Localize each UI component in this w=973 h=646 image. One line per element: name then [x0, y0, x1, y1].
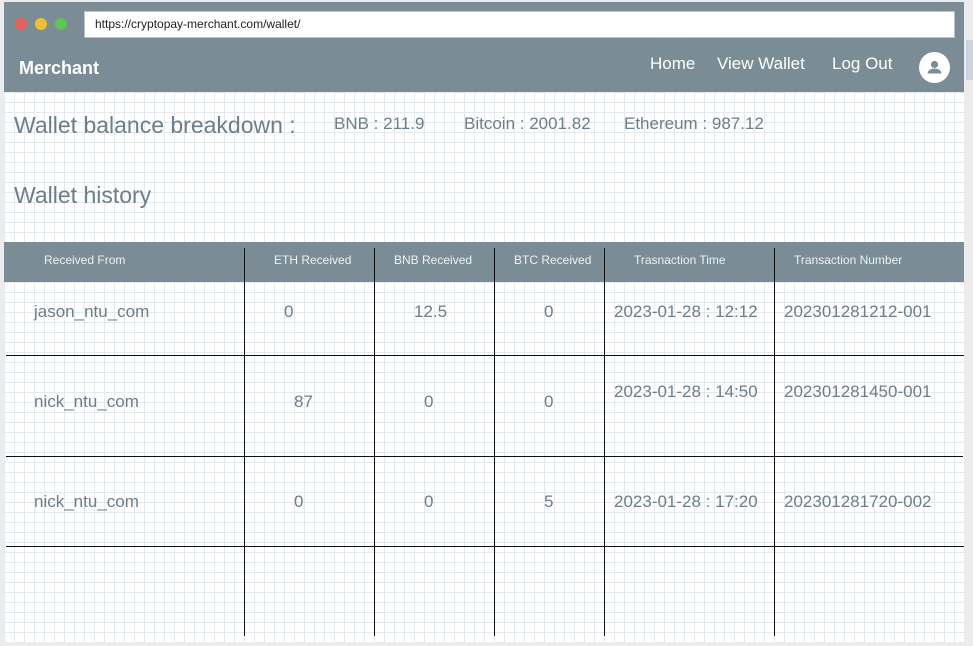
- table-divider: [494, 248, 495, 636]
- wallet-history-title: Wallet history: [14, 182, 152, 208]
- cell-bnb-received: 12.5: [414, 302, 448, 321]
- balance-ethereum: Ethereum : 987.12: [624, 114, 764, 133]
- column-header-received-from: Received From: [44, 253, 126, 267]
- column-header-transaction-time: Trasnaction Time: [634, 253, 726, 267]
- table-divider: [774, 248, 775, 636]
- nav-home-link[interactable]: Home: [650, 54, 696, 73]
- cell-transaction-number: 202301281212-001: [784, 302, 932, 321]
- column-header-eth-received: ETH Received: [274, 253, 352, 267]
- balance-bitcoin: Bitcoin : 2001.82: [464, 114, 591, 133]
- cell-btc-received: 0: [544, 302, 554, 321]
- history-table-header: Received From ETH Received BNB Received …: [4, 242, 964, 282]
- wallet-balance-title: Wallet balance breakdown :: [14, 112, 296, 138]
- cell-received-from: nick_ntu_com: [34, 392, 139, 411]
- cell-transaction-number: 202301281720-002: [784, 492, 932, 511]
- cell-btc-received: 5: [544, 492, 554, 511]
- table-divider: [6, 546, 964, 547]
- cell-eth-received: 0: [294, 492, 304, 511]
- table-divider: [374, 248, 375, 636]
- cell-transaction-time: 2023-01-28 : 17:20: [614, 492, 758, 511]
- nav-view-wallet-link[interactable]: View Wallet: [717, 54, 805, 73]
- nav-log-out-link[interactable]: Log Out: [832, 54, 893, 73]
- column-header-bnb-received: BNB Received: [394, 253, 473, 267]
- balance-bnb: BNB : 211.9: [334, 114, 425, 133]
- cell-transaction-time: 2023-01-28 : 12:12: [614, 302, 758, 321]
- column-header-transaction-number: Transaction Number: [794, 253, 903, 267]
- cell-btc-received: 0: [544, 392, 554, 411]
- cell-transaction-time: 2023-01-28 : 14:50: [614, 382, 758, 401]
- close-window-button[interactable]: [15, 18, 27, 30]
- table-divider: [604, 248, 605, 636]
- table-divider: [6, 456, 963, 457]
- cell-bnb-received: 0: [424, 392, 434, 411]
- user-avatar-icon[interactable]: [919, 52, 950, 83]
- browser-window: https://cryptopay-merchant.com/wallet/ M…: [4, 2, 964, 642]
- side-strip: [966, 40, 973, 80]
- app-navbar: Merchant Home View Wallet Log Out: [4, 40, 964, 92]
- cell-transaction-number: 202301281450-001: [784, 382, 932, 401]
- cell-received-from: jason_ntu_com: [34, 302, 150, 321]
- browser-titlebar: https://cryptopay-merchant.com/wallet/: [4, 2, 964, 40]
- cell-eth-received: 0: [284, 302, 294, 321]
- column-header-btc-received: BTC Received: [514, 253, 592, 267]
- table-divider: [244, 248, 245, 636]
- minimize-window-button[interactable]: [35, 18, 47, 30]
- maximize-window-button[interactable]: [55, 18, 67, 30]
- table-divider: [6, 355, 964, 356]
- brand-logo[interactable]: Merchant: [19, 58, 100, 78]
- address-bar[interactable]: https://cryptopay-merchant.com/wallet/: [84, 11, 955, 38]
- cell-bnb-received: 0: [424, 492, 434, 511]
- cell-eth-received: 87: [294, 392, 313, 411]
- cell-received-from: nick_ntu_com: [34, 492, 139, 511]
